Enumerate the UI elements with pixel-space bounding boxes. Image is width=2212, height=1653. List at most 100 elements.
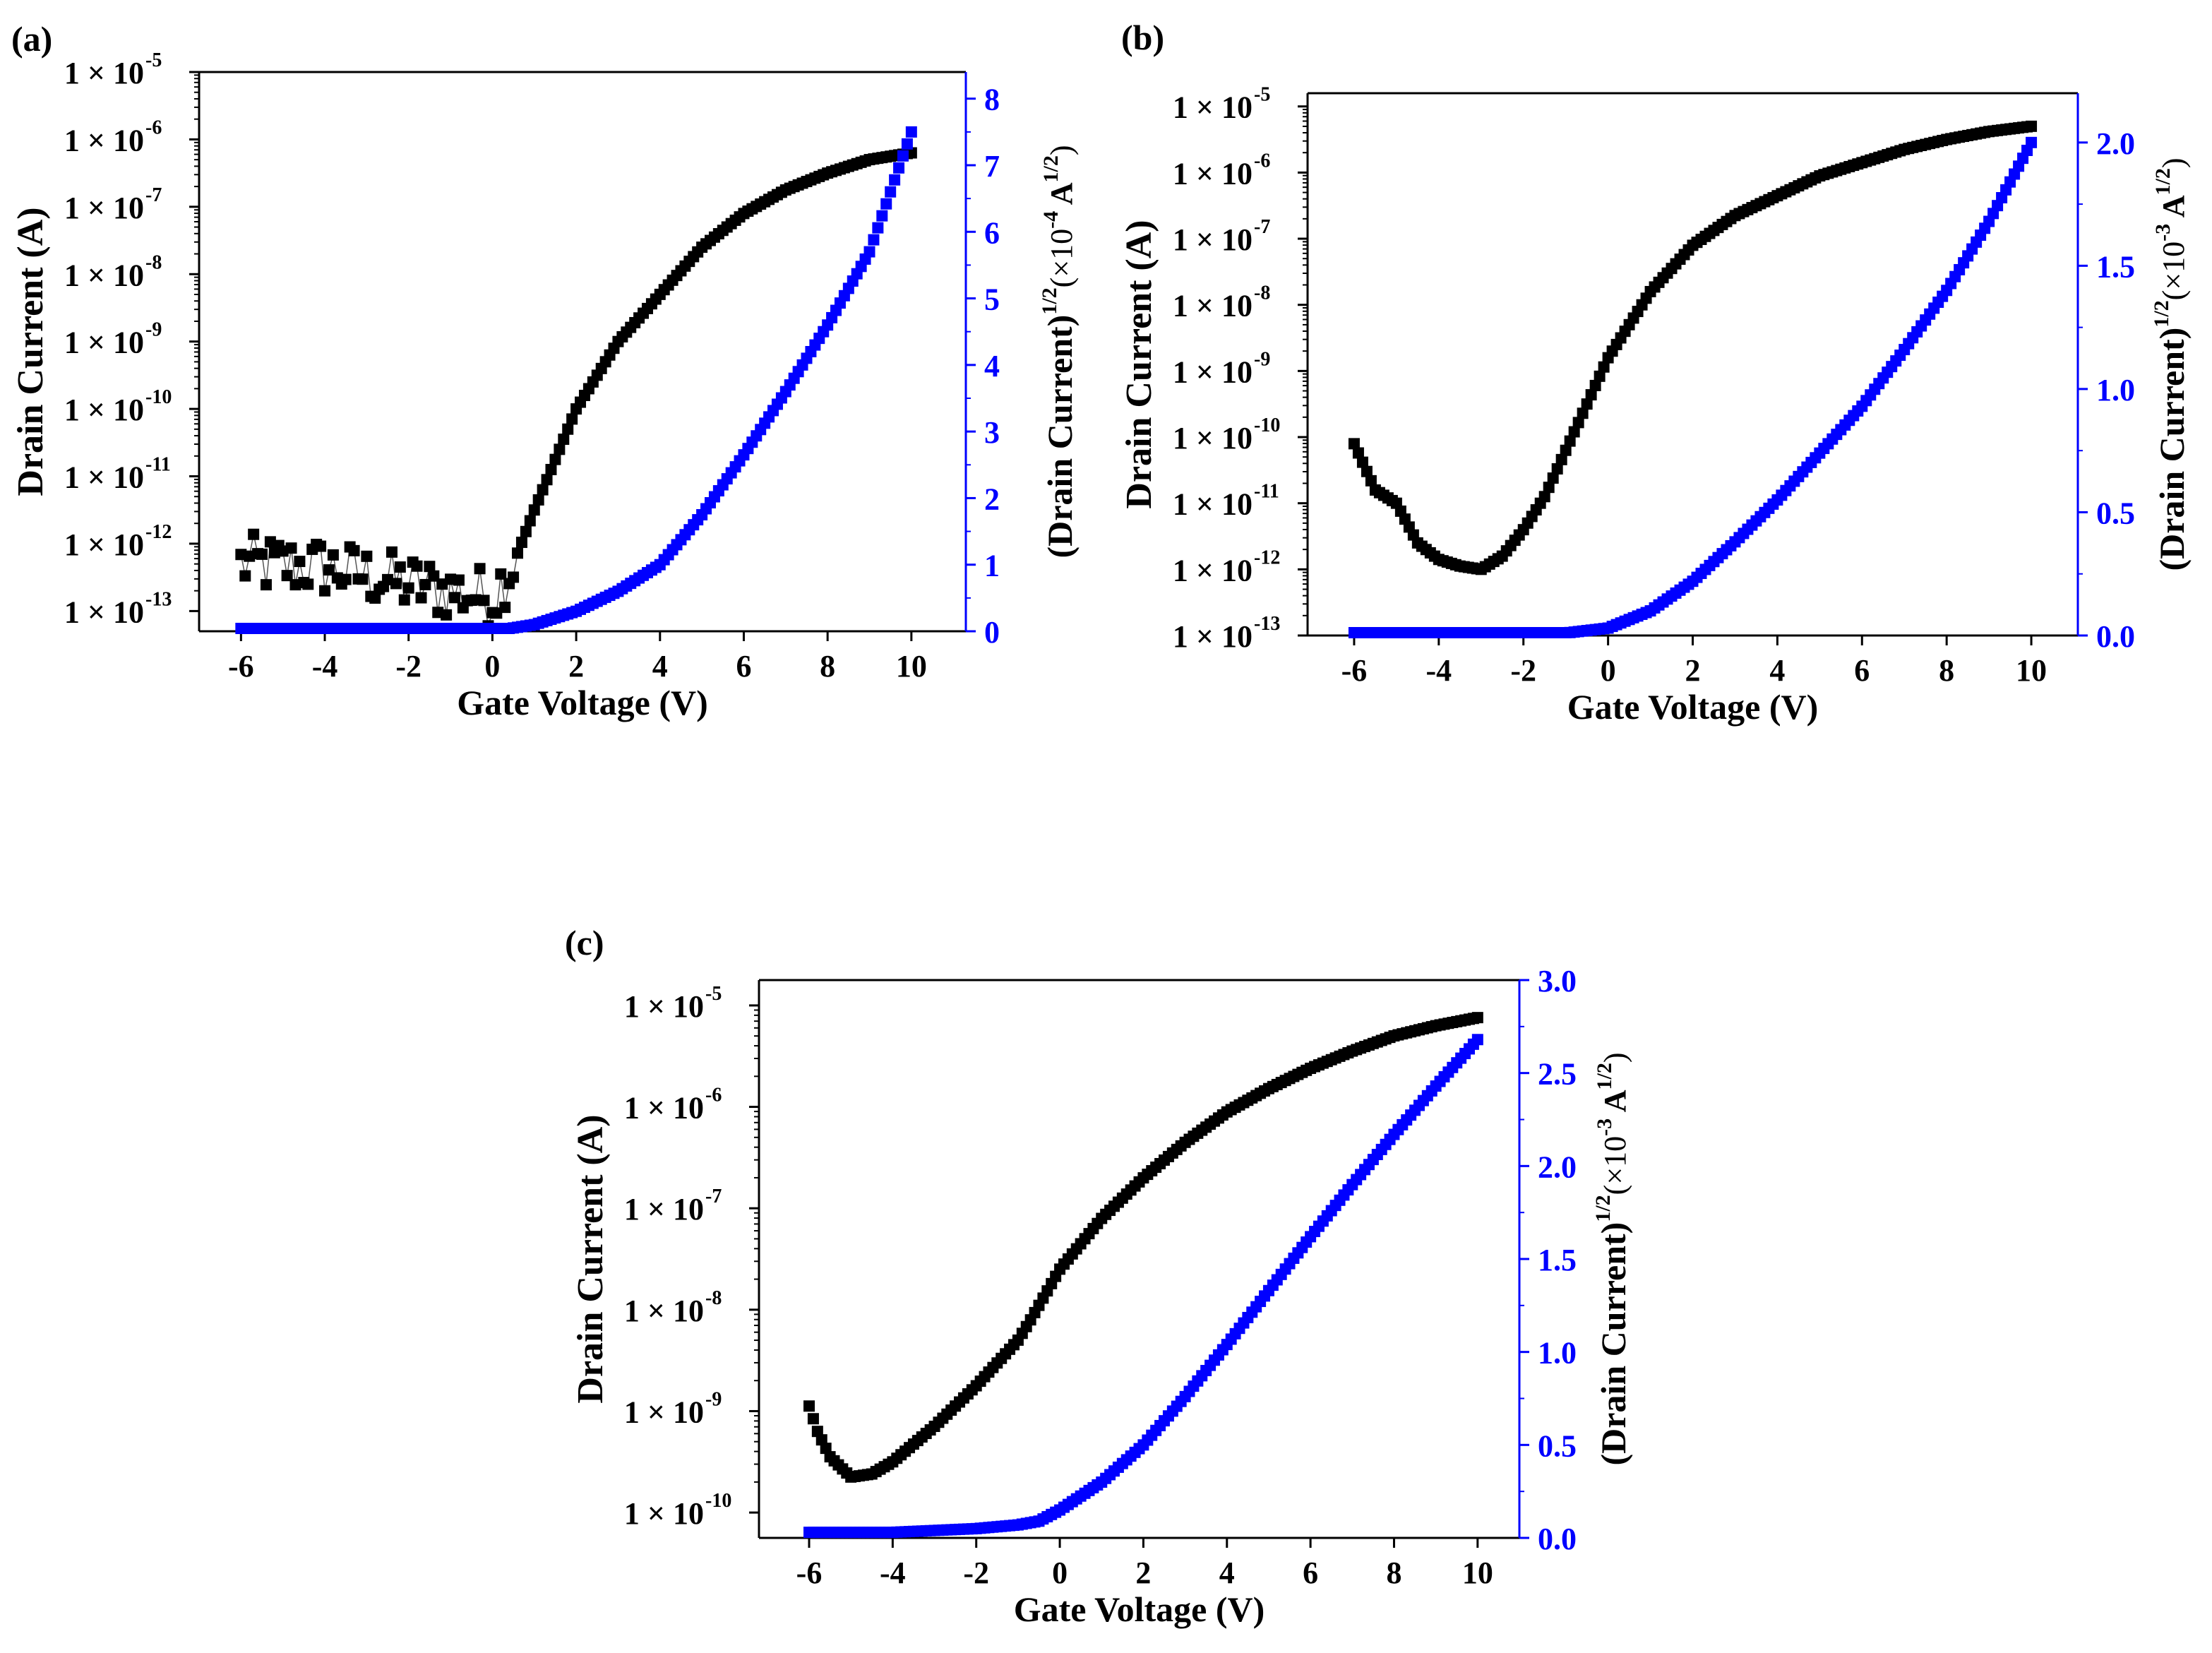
x-tick-label: 10 bbox=[896, 649, 927, 684]
left-tick-label: 1 × 10 bbox=[624, 1192, 704, 1227]
data-point bbox=[868, 234, 880, 246]
left-tick-exponent: -11 bbox=[1254, 481, 1279, 503]
data-point bbox=[1551, 463, 1563, 475]
right-tick-label: 0.5 bbox=[1538, 1428, 1577, 1463]
data-point bbox=[532, 494, 544, 506]
data-point bbox=[1361, 465, 1373, 477]
left-tick-exponent: -12 bbox=[145, 521, 172, 543]
data-point bbox=[566, 413, 578, 425]
data-point bbox=[1543, 482, 1555, 494]
right-tick-label: 6 bbox=[984, 215, 1000, 250]
data-point bbox=[294, 556, 306, 568]
data-point bbox=[499, 602, 511, 614]
data-point bbox=[1471, 1012, 1483, 1024]
right-axis-label-part: ) bbox=[1598, 1052, 1632, 1063]
panel-label: (b) bbox=[1121, 18, 1164, 57]
left-tick-label: 1 × 10 bbox=[1173, 90, 1253, 125]
x-tick-label: 4 bbox=[1769, 653, 1785, 688]
data-point bbox=[1560, 444, 1572, 456]
left-tick-label: 1 × 10 bbox=[624, 1091, 704, 1126]
right-tick-label: 0.0 bbox=[1538, 1522, 1577, 1556]
right-axis-label: (Drain Current)1/2(×10-3 A1/2) bbox=[1591, 1052, 1633, 1465]
data-point bbox=[260, 579, 272, 591]
x-tick-label: 10 bbox=[2016, 653, 2047, 688]
data-point bbox=[411, 560, 423, 572]
data-point bbox=[1572, 417, 1584, 429]
x-tick-label: 6 bbox=[1854, 653, 1870, 688]
data-point bbox=[327, 549, 339, 561]
right-axis-label-part: (Drain Current) bbox=[1594, 1222, 1633, 1466]
series-sqrt-drain-current bbox=[1348, 136, 2038, 638]
left-tick-label: 1 × 10 bbox=[1173, 421, 1253, 455]
left-tick-exponent: -9 bbox=[705, 1388, 722, 1410]
data-point bbox=[385, 546, 397, 558]
left-tick-label: 1 × 10 bbox=[64, 123, 144, 157]
data-point bbox=[2026, 120, 2038, 132]
right-axis-label-part: 1/2 bbox=[1591, 1195, 1615, 1222]
right-tick-label: 5 bbox=[984, 282, 1000, 317]
left-tick-exponent: -6 bbox=[1254, 150, 1270, 172]
right-tick-label: 2.0 bbox=[1538, 1150, 1577, 1184]
data-point bbox=[453, 574, 465, 586]
right-tick-label: 3 bbox=[984, 415, 1000, 450]
left-tick-exponent: -10 bbox=[705, 1490, 731, 1512]
data-point bbox=[390, 578, 402, 590]
left-tick-exponent: -5 bbox=[705, 983, 722, 1005]
data-point bbox=[537, 484, 549, 496]
data-point bbox=[901, 138, 913, 150]
right-tick-label: 1.0 bbox=[1538, 1336, 1577, 1371]
data-point bbox=[398, 594, 410, 606]
left-tick-exponent: -5 bbox=[145, 49, 162, 71]
x-tick-label: 8 bbox=[1386, 1556, 1401, 1590]
data-point bbox=[248, 528, 260, 540]
right-axis-label-part: 1/2 bbox=[1038, 287, 1061, 314]
left-tick-exponent: -8 bbox=[145, 251, 162, 273]
right-tick-label: 1.0 bbox=[2096, 373, 2135, 407]
left-axis-label: Drain Current (A) bbox=[11, 207, 51, 496]
left-tick-exponent: -6 bbox=[705, 1085, 722, 1106]
data-point bbox=[1538, 491, 1550, 503]
left-tick-exponent: -9 bbox=[1254, 348, 1270, 370]
left-tick-exponent: -13 bbox=[1254, 613, 1280, 635]
data-point bbox=[1594, 370, 1606, 382]
right-axis-label-part: 1/2 bbox=[2151, 168, 2175, 195]
x-tick-label: 4 bbox=[652, 649, 668, 684]
series-drain-current bbox=[235, 147, 917, 632]
data-point bbox=[541, 474, 553, 486]
left-tick-label: 1 × 10 bbox=[64, 56, 144, 90]
data-point bbox=[340, 573, 352, 585]
right-tick-label: 0.5 bbox=[2096, 496, 2135, 530]
right-axis-label-part: -4 bbox=[1039, 211, 1063, 229]
data-point bbox=[508, 571, 520, 583]
left-tick-exponent: -7 bbox=[145, 184, 162, 206]
data-point bbox=[285, 542, 297, 554]
data-point bbox=[1555, 453, 1567, 465]
left-axis-label: Drain Current (A) bbox=[1119, 220, 1159, 508]
x-tick-label: -6 bbox=[1341, 653, 1368, 688]
series-sqrt-drain-current bbox=[803, 1034, 1483, 1539]
left-tick-label: 1 × 10 bbox=[64, 460, 144, 495]
data-point bbox=[562, 423, 574, 435]
data-point bbox=[1356, 456, 1368, 468]
right-axis-label-part: (Drain Current) bbox=[1040, 315, 1080, 559]
data-point bbox=[415, 592, 427, 604]
data-point bbox=[361, 550, 373, 562]
x-tick-label: 4 bbox=[1219, 1556, 1235, 1590]
left-tick-label: 1 × 10 bbox=[1173, 553, 1253, 587]
data-point bbox=[474, 563, 486, 575]
panel-label: (c) bbox=[565, 923, 604, 962]
data-point bbox=[1589, 379, 1601, 391]
data-point bbox=[441, 609, 453, 621]
data-point bbox=[424, 561, 436, 573]
left-tick-label: 1 × 10 bbox=[1173, 222, 1253, 257]
right-tick-label: 0.0 bbox=[2096, 619, 2135, 654]
x-tick-label: 0 bbox=[1601, 653, 1616, 688]
left-tick-label: 1 × 10 bbox=[64, 258, 144, 292]
x-tick-label: 8 bbox=[1939, 653, 1954, 688]
x-tick-label: 6 bbox=[1303, 1556, 1318, 1590]
right-tick-label: 2.0 bbox=[2096, 126, 2135, 161]
data-point bbox=[1568, 426, 1580, 438]
data-point bbox=[520, 525, 532, 537]
left-tick-label: 1 × 10 bbox=[64, 595, 144, 629]
